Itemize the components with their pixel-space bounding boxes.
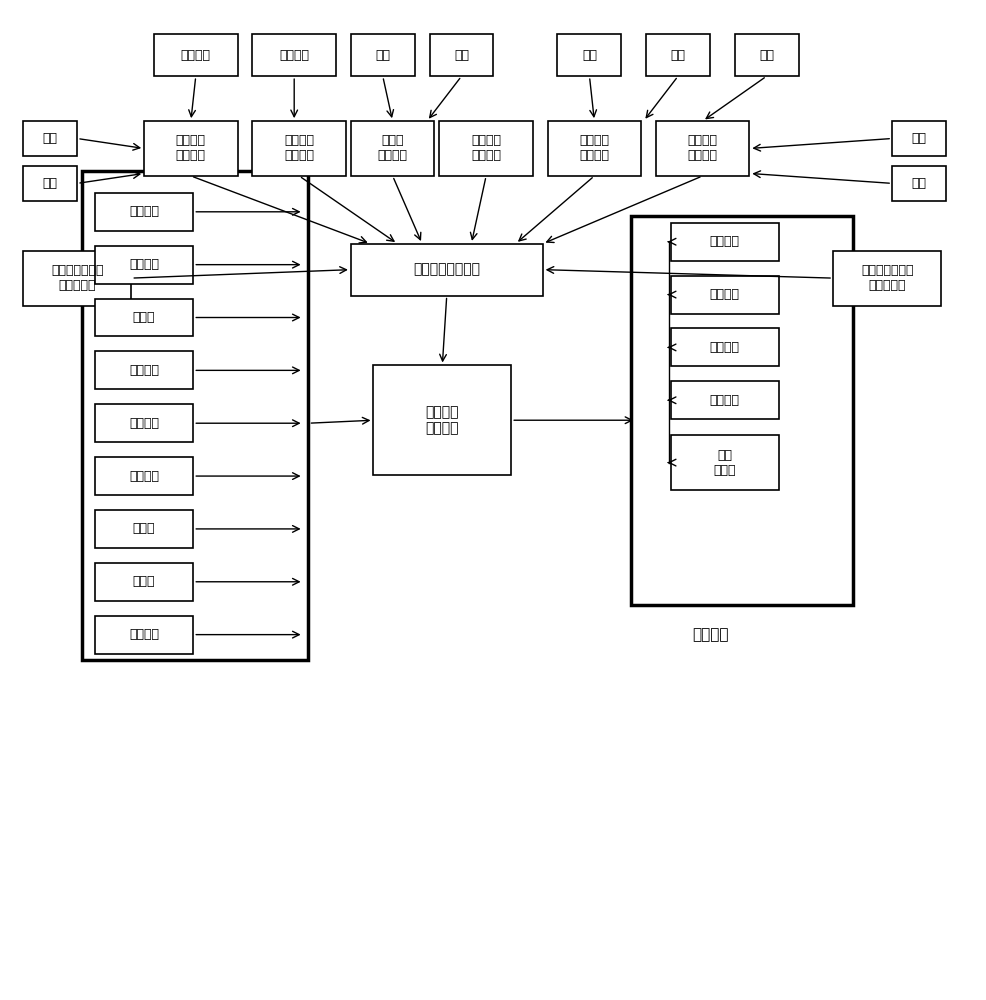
FancyBboxPatch shape	[891, 121, 946, 156]
FancyBboxPatch shape	[891, 166, 946, 201]
FancyBboxPatch shape	[669, 276, 778, 314]
Text: 集装箱船: 集装箱船	[279, 49, 309, 62]
Text: 船舶类型: 船舶类型	[129, 258, 159, 271]
FancyBboxPatch shape	[832, 251, 941, 306]
FancyBboxPatch shape	[669, 435, 778, 490]
FancyBboxPatch shape	[350, 121, 434, 176]
FancyBboxPatch shape	[144, 121, 238, 176]
Text: 普通货船: 普通货船	[180, 49, 211, 62]
Text: 分析时刻: 分析时刻	[129, 628, 159, 641]
Text: 航行速度: 航行速度	[129, 364, 159, 377]
FancyBboxPatch shape	[95, 246, 193, 284]
Text: 水速: 水速	[42, 132, 57, 145]
FancyBboxPatch shape	[350, 244, 542, 296]
Text: 油耗模型校验系统: 油耗模型校验系统	[413, 263, 480, 277]
Text: 出发港: 出发港	[133, 522, 155, 535]
FancyBboxPatch shape	[734, 34, 798, 76]
Text: 气象信息
校验模型: 气象信息 校验模型	[687, 134, 717, 162]
Text: 波浪信息
校验模型: 波浪信息 校验模型	[579, 134, 608, 162]
FancyBboxPatch shape	[82, 171, 309, 660]
Text: 油船: 油船	[375, 49, 389, 62]
FancyBboxPatch shape	[646, 34, 709, 76]
FancyBboxPatch shape	[95, 510, 193, 548]
Text: 航行速度
校验模型: 航行速度 校验模型	[470, 134, 501, 162]
FancyBboxPatch shape	[95, 563, 193, 601]
Text: 水向: 水向	[42, 177, 57, 190]
Text: 最优航线: 最优航线	[709, 288, 740, 301]
Text: 气象信息: 气象信息	[129, 470, 159, 483]
Text: 输出信息: 输出信息	[691, 627, 728, 642]
FancyBboxPatch shape	[23, 251, 131, 306]
Text: 散船: 散船	[454, 49, 468, 62]
Text: 吃水量: 吃水量	[133, 311, 155, 324]
Text: 波浪信息: 波浪信息	[129, 417, 159, 430]
FancyBboxPatch shape	[95, 404, 193, 442]
FancyBboxPatch shape	[656, 121, 748, 176]
FancyBboxPatch shape	[95, 193, 193, 231]
Text: 浪向: 浪向	[669, 49, 685, 62]
FancyBboxPatch shape	[154, 34, 238, 76]
Text: 水流信息
校验模型: 水流信息 校验模型	[176, 134, 206, 162]
Text: 不良航线: 不良航线	[709, 394, 740, 407]
FancyBboxPatch shape	[373, 365, 511, 475]
Text: 已过区间航线的
预测耗油量: 已过区间航线的 预测耗油量	[51, 264, 104, 292]
Text: 到达港: 到达港	[133, 575, 155, 588]
FancyBboxPatch shape	[557, 34, 621, 76]
Text: 吃水量
校验模型: 吃水量 校验模型	[378, 134, 407, 162]
Text: 水流信息: 水流信息	[129, 205, 159, 218]
FancyBboxPatch shape	[669, 328, 778, 366]
FancyBboxPatch shape	[23, 121, 77, 156]
Text: 预计
耗油量: 预计 耗油量	[713, 449, 736, 477]
Text: 次优航线: 次优航线	[709, 341, 740, 354]
FancyBboxPatch shape	[95, 457, 193, 495]
Text: 风向: 风向	[911, 177, 926, 190]
FancyBboxPatch shape	[23, 166, 77, 201]
Text: 风速: 风速	[911, 132, 926, 145]
FancyBboxPatch shape	[547, 121, 641, 176]
Text: 浪高: 浪高	[582, 49, 597, 62]
Text: 航线智能
选择系统: 航线智能 选择系统	[425, 405, 458, 435]
Text: 浪频: 浪频	[758, 49, 773, 62]
FancyBboxPatch shape	[429, 34, 493, 76]
FancyBboxPatch shape	[631, 216, 852, 605]
Text: 有效时长: 有效时长	[709, 235, 740, 248]
FancyBboxPatch shape	[669, 381, 778, 419]
FancyBboxPatch shape	[95, 351, 193, 389]
FancyBboxPatch shape	[669, 223, 778, 261]
FancyBboxPatch shape	[252, 34, 335, 76]
Text: 已过区间航线的
实际耗油量: 已过区间航线的 实际耗油量	[860, 264, 912, 292]
FancyBboxPatch shape	[95, 299, 193, 336]
FancyBboxPatch shape	[252, 121, 345, 176]
FancyBboxPatch shape	[95, 616, 193, 654]
FancyBboxPatch shape	[350, 34, 414, 76]
FancyBboxPatch shape	[439, 121, 532, 176]
Text: 船舶类型
校验模型: 船舶类型 校验模型	[284, 134, 314, 162]
